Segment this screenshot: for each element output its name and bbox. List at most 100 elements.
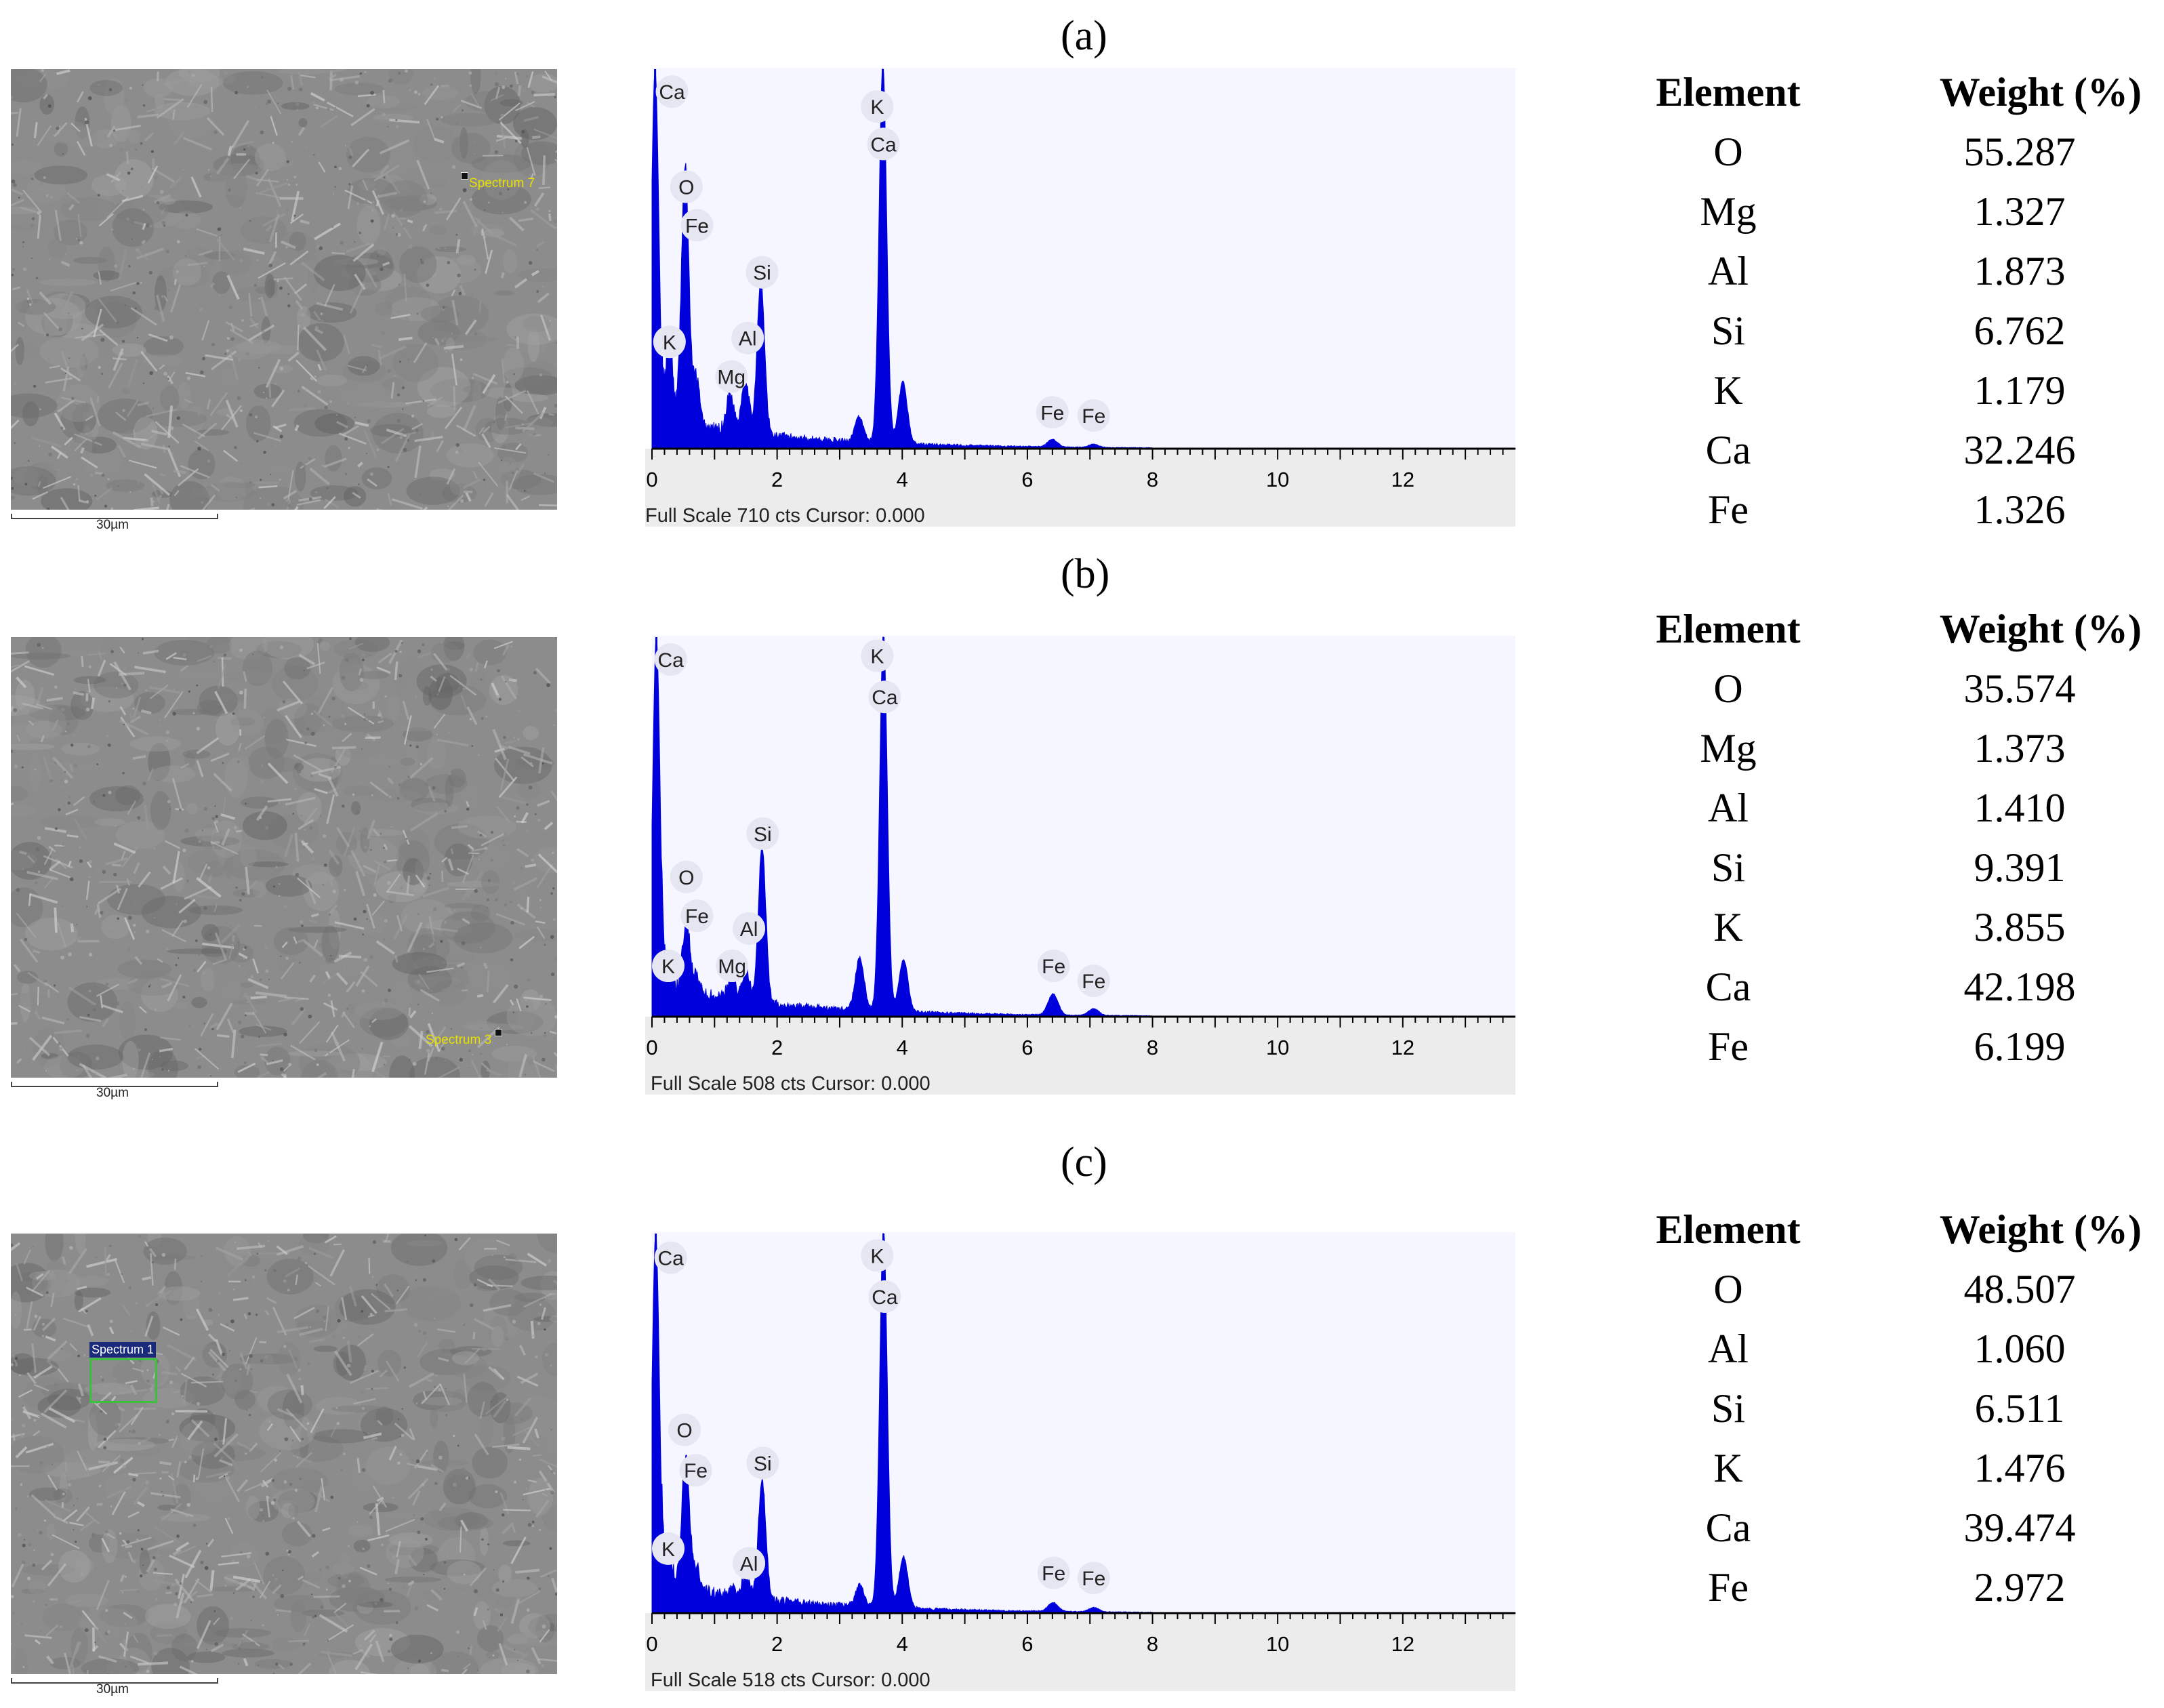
x-tick-label: 10: [1266, 1632, 1289, 1656]
eds-plot: 0 2 4 6 8 10 12 Ca K Ca Si O Fe Al K Mg Fe Fe: [645, 636, 1516, 1095]
element-cell: Si: [1711, 308, 1746, 353]
table-row: O 48.507: [1640, 1259, 2155, 1319]
weight-cell: 2.972: [1974, 1564, 2066, 1610]
peak-label-bubble: [654, 1241, 687, 1274]
peak-label-bubble: [1037, 950, 1070, 983]
element-cell: Al: [1708, 1326, 1749, 1371]
peak-label-bubble: [668, 1413, 701, 1446]
x-tick-label: 2: [771, 1632, 783, 1656]
spectrum-region-marker: [89, 1358, 157, 1403]
peak-label-text: Ca: [659, 81, 685, 104]
peak-label-ca: Ca: [867, 127, 900, 161]
peak-label-k: K: [653, 325, 686, 359]
peak-label-bubble: [1036, 396, 1069, 429]
panel-c: (c) Spectrum 1 30µm 0 2 4 6 8 10 12 Ca K Ca O Fe Si K…: [0, 1139, 2164, 1708]
full-scale-caption: Full Scale 508 cts Cursor: 0.000: [651, 1073, 931, 1095]
peak-label-bubble: [652, 950, 685, 983]
x-tick-label: 12: [1391, 1632, 1414, 1656]
sem-image: Spectrum 7: [11, 69, 557, 510]
element-cell: O: [1713, 666, 1743, 711]
peak-label-fe: Fe: [680, 209, 714, 242]
header-weight: Weight (%): [1939, 606, 2142, 651]
peak-label-al: Al: [731, 321, 764, 354]
peak-label-bubble: [670, 170, 703, 203]
x-tick-label: 6: [1021, 1036, 1033, 1059]
plot-footer: [645, 1613, 1515, 1691]
sem-image: Spectrum 3: [11, 637, 557, 1078]
peak-label-text: Fe: [1082, 405, 1105, 428]
header-element: Element: [1656, 69, 1801, 115]
peak-label-k: K: [861, 639, 894, 672]
weight-cell: 55.287: [1963, 129, 2076, 174]
peak-label-bubble: [746, 1446, 779, 1480]
table-row: Si 9.391: [1640, 838, 2155, 897]
peak-label-text: K: [661, 956, 675, 978]
peak-label-bubble: [746, 256, 779, 289]
plot-area: [652, 68, 1515, 449]
table-row: O 35.574: [1640, 659, 2155, 718]
sem-texture: [11, 637, 557, 1078]
panel-label: (a): [1061, 13, 1107, 59]
peak-label-text: K: [870, 646, 884, 668]
peak-label-bubble: [716, 950, 749, 983]
table-row: Al 1.410: [1640, 778, 2155, 838]
spectrum-label: Spectrum 7: [469, 176, 535, 190]
peak-label-bubble: [680, 899, 714, 933]
table-row: K 3.855: [1640, 897, 2155, 957]
peak-label-text: Fe: [685, 215, 709, 237]
weight-cell: 1.326: [1974, 487, 2066, 532]
peak-label-bubble: [861, 1239, 894, 1272]
peak-label-ca: Ca: [655, 75, 689, 108]
table-row: Ca 39.474: [1640, 1498, 2155, 1558]
peak-label-fe: Fe: [679, 1454, 712, 1487]
peak-label-bubble: [652, 1532, 685, 1565]
sem-texture: [11, 1234, 557, 1674]
plot-footer: [645, 1017, 1515, 1095]
weight-table: Element Weight (%) O 35.574 Mg 1.373 Al 1.410 Si…: [1640, 599, 2155, 1076]
table-header: Element Weight (%): [1640, 62, 2155, 122]
panel-a: (a) Spectrum 7 30µm 0 2 4 6 8 10 12 Ca K Ca O Fe Si K…: [0, 0, 2164, 569]
peak-label-text: Al: [740, 1553, 758, 1575]
table-header: Element Weight (%): [1640, 1200, 2155, 1259]
full-scale-caption: Full Scale 518 cts Cursor: 0.000: [651, 1669, 931, 1691]
weight-table: Element Weight (%) O 55.287 Mg 1.327 Al 1.873 Si…: [1640, 62, 2155, 540]
x-tick-label: 0: [646, 468, 657, 491]
peak-label-k: K: [652, 1532, 685, 1565]
table-row: Fe 6.199: [1640, 1017, 2155, 1076]
peak-label-mg: Mg: [716, 950, 749, 983]
peak-label-al: Al: [733, 912, 766, 945]
peak-label-text: K: [661, 1539, 675, 1561]
element-cell: K: [1713, 904, 1743, 950]
peak-label-text: Ca: [658, 1248, 685, 1270]
element-cell: Fe: [1708, 487, 1749, 532]
peak-label-ca: Ca: [654, 643, 687, 676]
scale-label: 30µm: [96, 518, 129, 532]
table-row: Si 6.511: [1640, 1379, 2155, 1438]
peak-label-text: Si: [754, 1452, 772, 1475]
peak-label-al: Al: [733, 1547, 766, 1580]
x-tick-label: 6: [1021, 1632, 1033, 1656]
element-cell: K: [1713, 1445, 1743, 1490]
x-tick-label: 8: [1147, 1632, 1158, 1656]
element-cell: Si: [1711, 1385, 1746, 1431]
peak-label-text: Fe: [1042, 1563, 1065, 1585]
peak-label-bubble: [654, 643, 687, 676]
peak-label-mg: Mg: [715, 360, 748, 393]
table-row: Al 1.060: [1640, 1319, 2155, 1379]
peak-label-o: O: [668, 1413, 701, 1446]
header-weight: Weight (%): [1939, 69, 2142, 115]
peak-label-fe: Fe: [1077, 1562, 1110, 1595]
table-row: Si 6.762: [1640, 301, 2155, 361]
peak-label-si: Si: [746, 1446, 779, 1480]
x-tick-label: 0: [646, 1036, 657, 1059]
peak-label-bubble: [715, 360, 748, 393]
weight-cell: 6.511: [1974, 1385, 2065, 1431]
header-element: Element: [1656, 1206, 1801, 1252]
x-tick-label: 12: [1391, 468, 1414, 491]
weight-cell: 1.873: [1974, 248, 2066, 293]
element-cell: Si: [1711, 845, 1746, 890]
peak-label-bubble: [861, 639, 894, 672]
peak-label-fe: Fe: [1077, 399, 1110, 432]
peak-label-bubble: [1077, 964, 1110, 998]
x-tick-label: 8: [1147, 1036, 1158, 1059]
